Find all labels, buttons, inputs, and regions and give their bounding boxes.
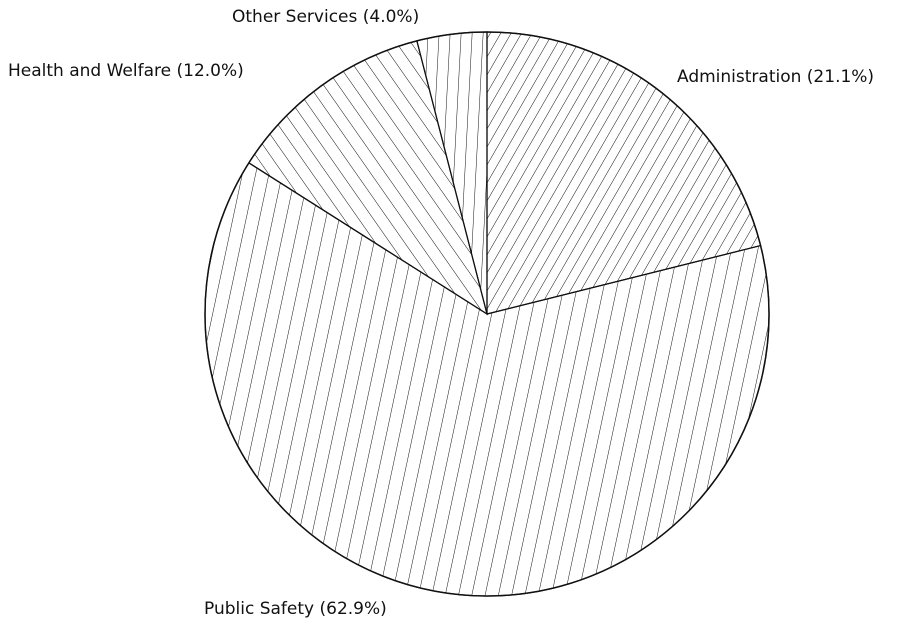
slice-label-public-safety: Public Safety (62.9%) (204, 599, 387, 619)
slice-label-health-and-welfare: Health and Welfare (12.0%) (8, 61, 244, 81)
pie-outline (204, 31, 770, 597)
pie-labels: Administration (21.1%) Public Safety (62.… (8, 7, 874, 619)
pie-slices (204, 31, 770, 597)
slice-label-administration: Administration (21.1%) (677, 67, 874, 87)
slice-label-other-services: Other Services (4.0%) (232, 7, 419, 27)
